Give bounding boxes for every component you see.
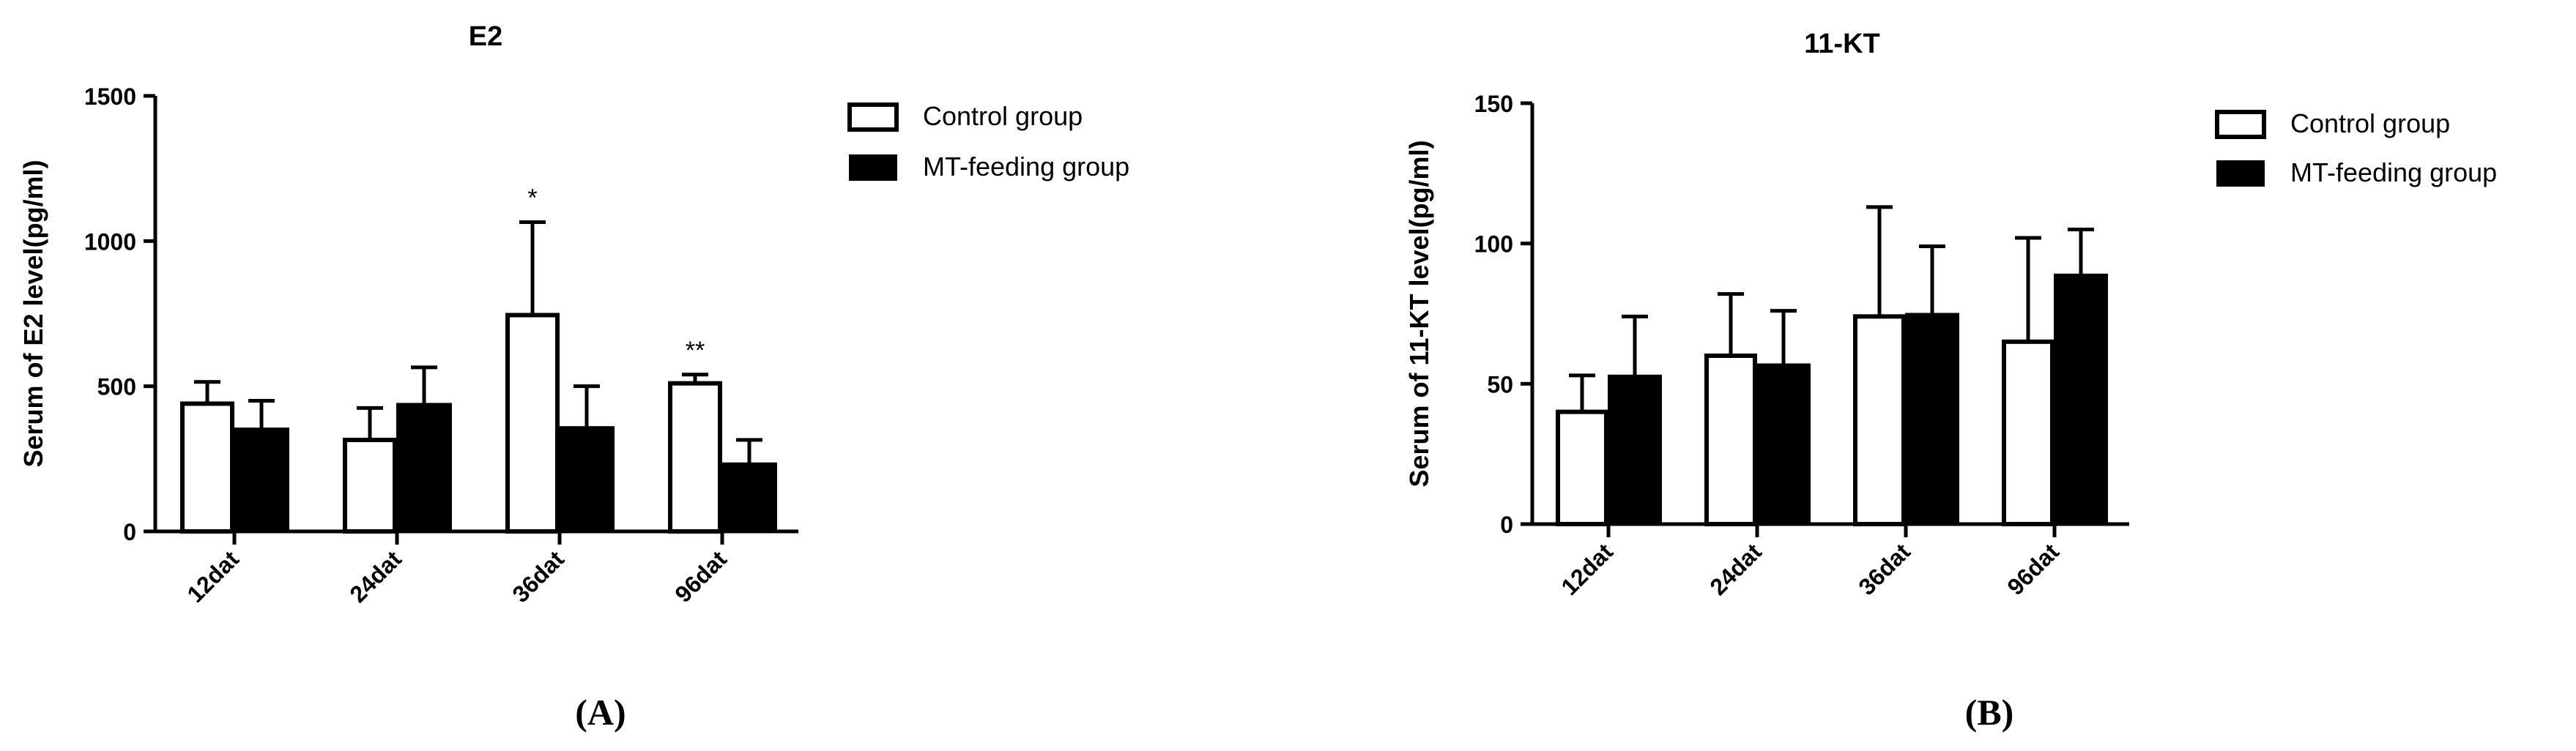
y-tick-label: 0 xyxy=(123,519,136,545)
y-tick-label: 0 xyxy=(1500,512,1513,538)
bar-control xyxy=(1704,354,1757,526)
legend: Control group MT-feeding group xyxy=(847,101,1129,182)
legend-label-control: Control group xyxy=(2290,108,2450,138)
y-tick-label: 1500 xyxy=(84,83,136,110)
panel-label: (B) xyxy=(1965,692,2014,733)
y-axis-label: Serum of 11-KT level(pg/ml) xyxy=(1404,140,1434,487)
bar-mt-feeding xyxy=(1608,374,1662,525)
legend-swatch-mt-feeding xyxy=(849,154,897,181)
bar-mt-feeding xyxy=(1756,363,1811,525)
x-tick-label: 36dat xyxy=(1853,538,1915,600)
y-tick-label: 50 xyxy=(1487,371,1513,397)
chart-title: 11-KT xyxy=(1804,29,1879,59)
bar-control xyxy=(505,313,560,534)
y-axis-label: Serum of E2 level(pg/ml) xyxy=(18,160,48,467)
bar-mt-feeding xyxy=(721,462,777,532)
y-tick-label: 100 xyxy=(1474,231,1513,258)
significance-marker: ** xyxy=(686,337,705,365)
legend: Control group MT-feeding group xyxy=(2215,108,2497,187)
significance-marker: * xyxy=(527,184,537,212)
bar-mt-feeding xyxy=(2054,273,2108,525)
x-tick-label: 12dat xyxy=(182,545,244,608)
panel-label: (A) xyxy=(575,692,626,733)
chart-panel-b: 11-KT 0 50 100 150 Serum of 11-KT level(pg/ml… xyxy=(1404,29,2497,733)
bar-control xyxy=(343,438,397,534)
y-tick-label: 150 xyxy=(1474,91,1513,117)
y-tick-label: 500 xyxy=(97,374,136,400)
x-tick-label: 96dat xyxy=(669,545,732,608)
legend-swatch-mt-feeding xyxy=(2216,160,2265,187)
chart-title: E2 xyxy=(469,21,502,52)
bar-mt-feeding xyxy=(1905,313,1959,525)
bar-control xyxy=(668,381,722,534)
bar-control xyxy=(1556,409,1608,527)
bar-control xyxy=(180,401,234,534)
legend-label-mt-feeding: MT-feeding group xyxy=(2290,157,2497,187)
x-tick-label: 24dat xyxy=(344,545,407,608)
legend-label-mt-feeding: MT-feeding group xyxy=(923,152,1129,182)
x-tick-label: 96dat xyxy=(2002,538,2064,600)
chart-panel-a: E2 0 500 1000 1500 Serum of E2 level(pg/ml) 12… xyxy=(18,21,1129,733)
bar-mt-feeding xyxy=(234,427,289,533)
x-tick-label: 12dat xyxy=(1556,538,1618,600)
bar-mt-feeding xyxy=(559,426,615,533)
bar-control xyxy=(1853,314,1906,526)
y-tick-label: 1000 xyxy=(84,228,136,255)
legend-label-control: Control group xyxy=(923,101,1083,131)
legend-swatch-control xyxy=(2215,110,2266,139)
x-tick-label: 24dat xyxy=(1704,538,1767,600)
x-tick-label: 36dat xyxy=(507,545,569,608)
bar-mt-feeding xyxy=(396,403,452,533)
legend-swatch-control xyxy=(847,102,899,132)
bar-control xyxy=(2002,339,2055,527)
